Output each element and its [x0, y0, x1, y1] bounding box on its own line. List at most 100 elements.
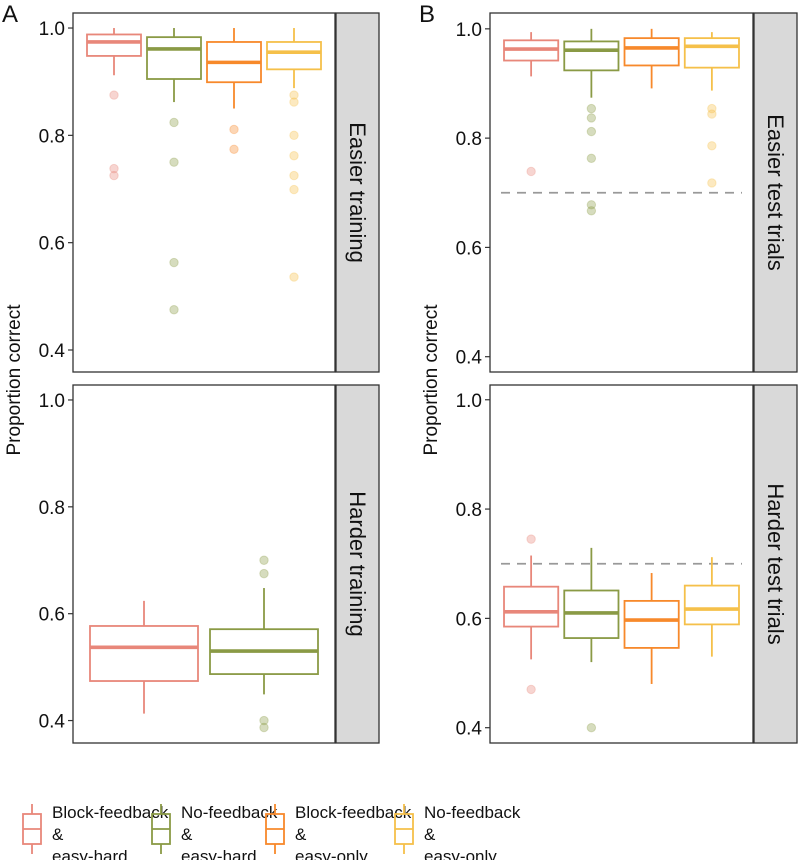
outlier-point: [289, 151, 299, 161]
box-iqr: [563, 40, 620, 72]
facet-strip-label: Easier test trials: [763, 114, 788, 271]
legend-label-line: &: [295, 825, 307, 844]
outlier-point: [586, 206, 597, 216]
outlier-point: [259, 722, 269, 733]
y-tick-label: 0.8: [456, 500, 482, 521]
box-no-feedback-easy-hard: [146, 28, 202, 315]
box-iqr: [89, 625, 199, 682]
legend: Block-feedback&easy-hardNo-feedback&easy…: [22, 803, 521, 860]
panel-label-a: A: [2, 1, 18, 28]
outlier-point: [259, 568, 269, 579]
legend-label-line: easy-only: [295, 847, 368, 860]
legend-label-line: easy-hard: [52, 847, 128, 860]
y-tick-label: 0.6: [39, 234, 65, 255]
outlier-point: [586, 113, 597, 123]
panel-1: Easier training 0.4 0.6 0.8 1.0: [39, 12, 380, 373]
outlier-point: [109, 90, 119, 100]
box-block-feedback-easy-only: [206, 28, 262, 155]
y-tick-label: 1.0: [456, 391, 482, 412]
box-no-feedback-easy-only: [683, 32, 740, 188]
legend-item-1: Block-feedback & easy-hard: [22, 803, 169, 860]
legend-label-line: easy-hard: [181, 847, 257, 860]
outlier-point: [259, 555, 269, 565]
y-tick-label: 0.4: [39, 341, 66, 362]
outlier-point: [526, 166, 536, 177]
outlier-point: [586, 126, 597, 137]
box-iqr: [146, 36, 202, 80]
facet-strip: [753, 384, 798, 744]
plot-area: [72, 384, 336, 744]
y-tick-label: 1.0: [39, 391, 65, 412]
panel-2: Easier test trials 0.4 0.6 0.8 1.0: [456, 12, 798, 373]
box-block-feedback-easy-hard: [89, 600, 199, 714]
facet-strip: [753, 12, 798, 373]
facet-strip: [335, 12, 380, 373]
y-axis-label-left: Proportion correct: [4, 304, 25, 456]
box-no-feedback-easy-hard: [563, 28, 620, 216]
box-iqr: [623, 37, 680, 67]
box-iqr: [503, 585, 560, 628]
box-block-feedback-easy-hard: [86, 28, 142, 181]
outlier-point: [169, 305, 179, 315]
box-block-feedback-easy-hard: [503, 534, 560, 695]
box-block-feedback-easy-hard: [503, 32, 560, 177]
box-iqr: [86, 33, 142, 57]
y-tick-label: 0.4: [456, 719, 483, 740]
outlier-point: [169, 157, 179, 167]
facet-strip-label: Harder test trials: [763, 483, 788, 644]
y-tick-label: 0.8: [39, 498, 65, 519]
y-tick-label: 0.6: [39, 605, 65, 626]
y-tick-label: 0.4: [39, 712, 66, 733]
outlier-point: [289, 130, 299, 141]
box-block-feedback-easy-only: [623, 28, 680, 89]
outlier-point: [707, 109, 717, 119]
y-tick-label: 0.8: [39, 126, 65, 147]
outlier-point: [259, 715, 269, 726]
outlier-point: [707, 178, 717, 188]
facet-strip-label: Easier training: [345, 122, 370, 263]
legend-label-line: Block-feedback: [295, 803, 412, 822]
outlier-point: [289, 272, 299, 282]
box-no-feedback-easy-only: [266, 28, 322, 282]
legend-item-3: Block-feedback & easy-only: [265, 803, 412, 860]
outlier-point: [526, 534, 536, 544]
outlier-point: [109, 163, 119, 174]
outlier-point: [289, 90, 299, 100]
outlier-point: [169, 257, 179, 268]
legend-label-line: Block-feedback: [52, 803, 169, 822]
y-tick-label: 0.6: [456, 238, 482, 259]
outlier-point: [109, 170, 119, 181]
y-tick-label: 1.0: [39, 19, 65, 40]
box-no-feedback-easy-hard: [209, 555, 319, 733]
panel-4: Harder test trials 0.4 0.6 0.8 1.0: [456, 384, 798, 744]
legend-item-2: No-feedback & easy-hard: [151, 803, 278, 860]
facet-strip: [335, 384, 380, 744]
legend-label-line: &: [181, 825, 193, 844]
outlier-point: [526, 684, 536, 695]
outlier-point: [289, 184, 299, 195]
box-iqr: [683, 37, 740, 69]
plot-area: [72, 12, 336, 373]
legend-label-line: No-feedback: [181, 803, 278, 822]
box-block-feedback-easy-only: [623, 573, 680, 684]
y-tick-label: 0.4: [456, 348, 483, 369]
outlier-point: [289, 170, 299, 181]
box-iqr: [623, 599, 680, 649]
panel-3: Harder training 0.4 0.6 0.8 1.0: [39, 384, 380, 744]
box-no-feedback-easy-only: [683, 557, 740, 657]
outlier-point: [169, 117, 179, 128]
y-tick-label: 0.6: [456, 609, 482, 630]
outlier-point: [586, 722, 597, 733]
outlier-point: [586, 200, 597, 210]
box-iqr: [683, 584, 740, 626]
legend-label-line: easy-only: [424, 847, 497, 860]
legend-item-4: No-feedback & easy-only: [394, 803, 521, 860]
outlier-point: [586, 153, 597, 164]
outlier-point: [229, 144, 239, 155]
y-tick-label: 1.0: [456, 20, 482, 41]
outlier-point: [707, 141, 717, 151]
outlier-point: [586, 103, 597, 114]
y-tick-label: 0.8: [456, 129, 482, 150]
panel-label-b: B: [419, 1, 435, 28]
